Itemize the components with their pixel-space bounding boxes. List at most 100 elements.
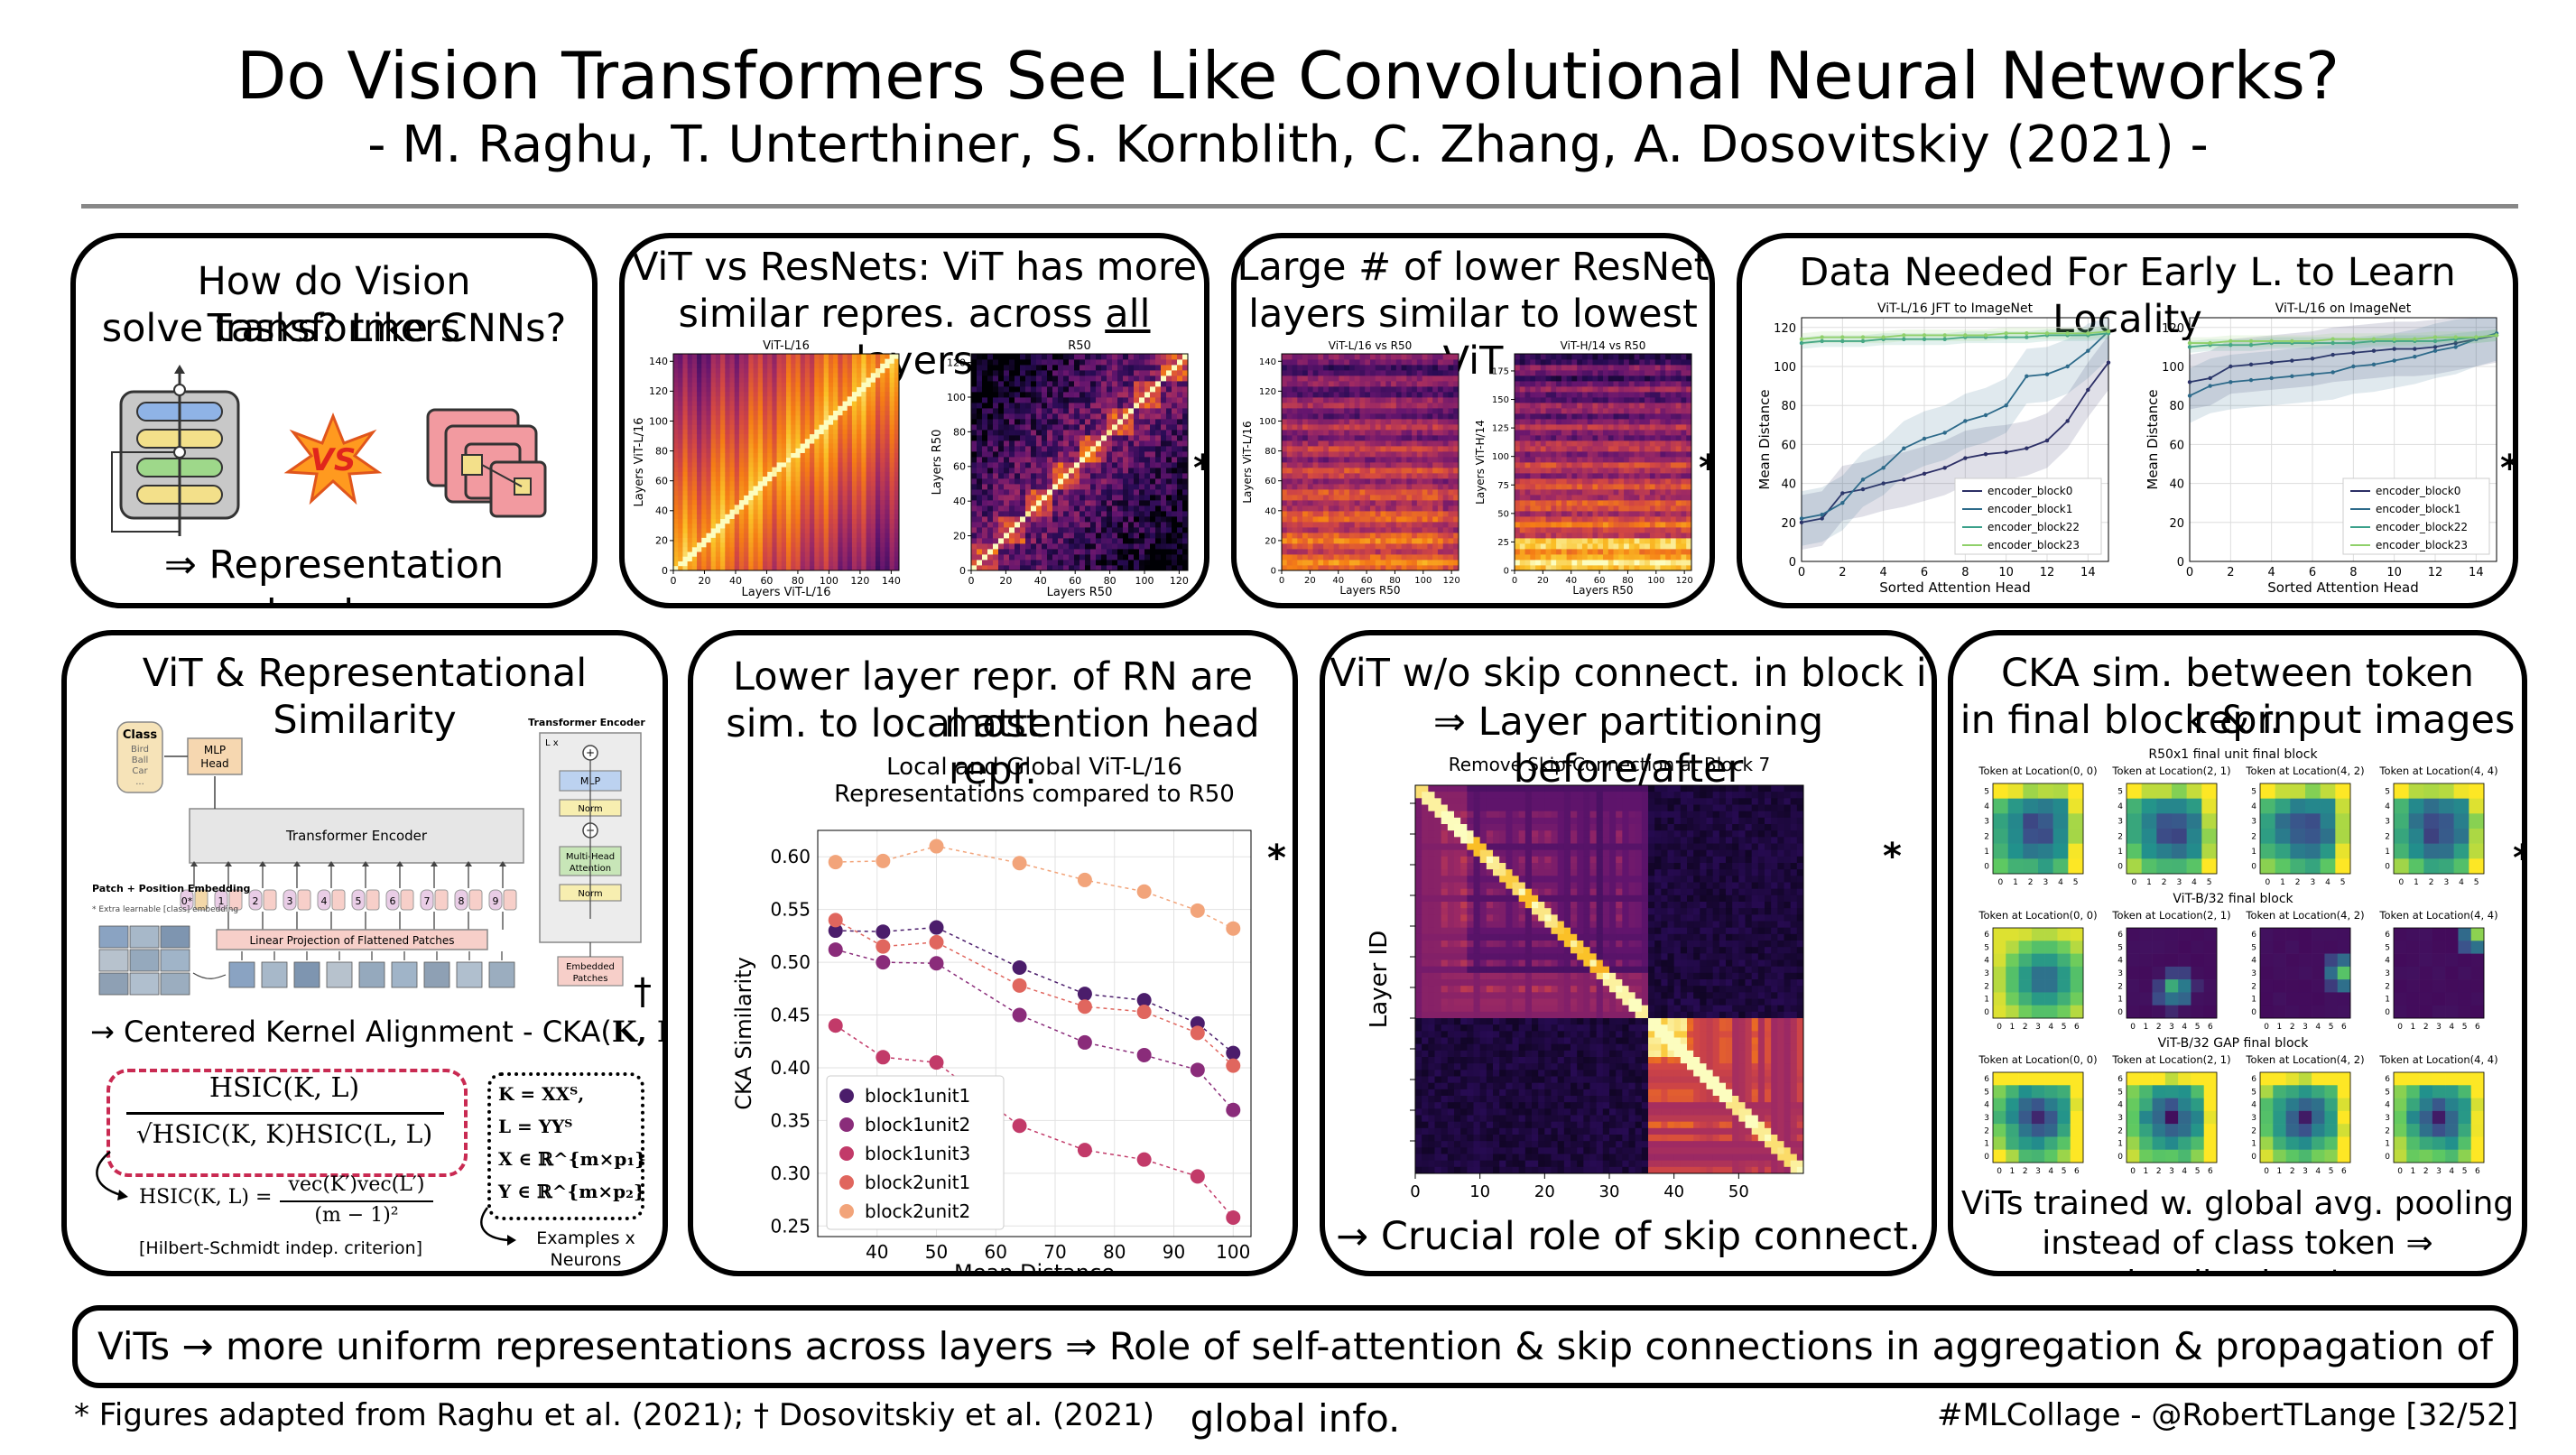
legend-entry: encoder_block23: [2376, 539, 2468, 551]
embedded-patches-label: Embedded: [566, 962, 615, 972]
y-tick-label: 1: [2117, 1140, 2123, 1149]
x-tick-label: 5: [2062, 1023, 2067, 1032]
legend-entry: block2unit2: [865, 1200, 970, 1222]
panel-vit-vs-resnet-similarity: ViT vs ResNets: ViT has more similar rep…: [619, 233, 1209, 608]
x-tick-label: 2: [2028, 878, 2034, 887]
y-tick-label: 0: [2251, 1008, 2256, 1017]
y-tick-label: 120: [2162, 322, 2184, 336]
data-point: [1078, 1035, 1092, 1050]
data-point: [2045, 439, 2049, 442]
panel-representational-similarity: ViT & Representational Similarity Class …: [61, 630, 668, 1276]
data-point: [1137, 1153, 1152, 1167]
hsic-denominator: (m − 1)²: [280, 1204, 433, 1227]
x-tick-label: 60: [1069, 575, 1081, 587]
x-tick-label: 20: [1304, 576, 1316, 586]
data-point: [1923, 437, 1926, 440]
data-point: [1881, 335, 1885, 338]
fraction-bar: [280, 1200, 433, 1202]
mlp-head-label: MLP: [204, 744, 226, 756]
data-point: [829, 1018, 843, 1033]
data-point: [829, 942, 843, 957]
embedded-patches-label: Patches: [573, 974, 608, 984]
x-tick-label: 10: [2386, 566, 2402, 579]
x-tick-label: 5: [2462, 1023, 2468, 1032]
x-tick-label: 0: [671, 575, 677, 587]
x-tick-label: 0: [2265, 878, 2270, 887]
data-point: [2086, 349, 2090, 353]
x-tick-label: 3: [2303, 1023, 2308, 1032]
y-tick-label: 0: [959, 565, 966, 577]
figure-source-star: *: [1883, 836, 1902, 877]
y-tick-label: 5: [2117, 787, 2123, 796]
x-axis-label: Layers R50: [1047, 586, 1113, 599]
x-tick-label: 2: [2295, 878, 2301, 887]
data-point: [1191, 1025, 1205, 1040]
y-tick-label: 0: [2117, 863, 2123, 872]
y-tick-label: 0: [662, 565, 668, 577]
data-point: [930, 1055, 944, 1070]
x-tick-label: 20: [1537, 576, 1549, 586]
data-point: [2311, 372, 2314, 375]
y-tick-label: 1: [1984, 1140, 1989, 1149]
y-tick-label: 5: [2385, 787, 2390, 796]
x-tick-label: 4: [2191, 878, 2197, 887]
grid-cell-title: Token at Location(4, 2): [2245, 765, 2364, 777]
x-tick-label: 2: [2162, 878, 2167, 887]
x-tick-label: 0: [2130, 1167, 2136, 1176]
x-tick-label: 50: [925, 1241, 948, 1263]
y-tick-label: 1: [1984, 996, 1989, 1005]
mean-distance-line-charts: ViT-L/16 JFT to ImageNet0204060801001200…: [1747, 298, 2515, 605]
x-tick-label: 0: [2398, 878, 2404, 887]
data-point: [2495, 333, 2498, 337]
y-tick-label: 5: [2385, 1088, 2390, 1097]
x-tick-label: 1: [2277, 1167, 2283, 1176]
x-tick-label: 0: [2264, 1023, 2269, 1032]
x-tick-label: 120: [1676, 576, 1693, 586]
patch-embedding: [401, 890, 413, 910]
data-point: [1226, 1103, 1240, 1117]
data-point: [1942, 333, 1946, 337]
data-point: [930, 921, 944, 935]
panel-data-for-locality: Data Needed For Early L. to Learn Locali…: [1737, 233, 2518, 608]
data-point: [2413, 338, 2416, 341]
data-point: [2351, 338, 2355, 341]
data-point: [1963, 419, 1967, 422]
x-tick-label: 4: [2449, 1167, 2454, 1176]
data-point: [2453, 335, 2457, 338]
position-index: 8: [459, 895, 465, 907]
data-point: [2208, 341, 2211, 345]
y-tick-label: 0: [1504, 567, 1509, 577]
y-tick-label: 4: [2117, 1101, 2123, 1110]
y-tick-label: 100: [649, 415, 668, 427]
legend-entry: encoder_block1: [2376, 503, 2460, 515]
x-tick-label: 60: [760, 575, 773, 587]
legend-swatch: [839, 1175, 854, 1190]
position-index: 9: [493, 895, 499, 907]
image-patch: [489, 962, 514, 987]
line-chart-line-jft: ViT-L/16 JFT to ImageNet0204060801001200…: [1756, 301, 2110, 596]
data-point: [1923, 472, 1926, 476]
y-tick-label: 0: [1984, 863, 1989, 872]
data-point: [2330, 370, 2334, 374]
y-tick-label: 50: [1497, 509, 1509, 519]
x-tick-label: 3: [2035, 1167, 2041, 1176]
footnote: * Figures adapted from Raghu et al. (202…: [74, 1397, 1154, 1433]
x-tick-label: 6: [2341, 1167, 2347, 1176]
x-tick-label: 1: [2411, 1023, 2416, 1032]
x-tick-label: 40: [1034, 575, 1047, 587]
x-tick-label: 80: [792, 575, 804, 587]
y-tick-label: 60: [655, 476, 668, 487]
y-tick-label: 125: [1492, 424, 1509, 434]
x-tick-label: 2: [2429, 878, 2434, 887]
data-point: [1902, 447, 1905, 450]
data-point: [2269, 339, 2273, 343]
data-point: [1984, 452, 1988, 456]
data-point: [1078, 999, 1092, 1014]
y-tick-label: 1: [2251, 996, 2256, 1005]
y-axis-label: Layers ViT-L/16: [633, 418, 646, 507]
y-tick-label: 4: [2385, 802, 2390, 811]
grid-cell-title: Token at Location(4, 4): [2378, 909, 2497, 922]
y-tick-label: 20: [1265, 536, 1276, 546]
